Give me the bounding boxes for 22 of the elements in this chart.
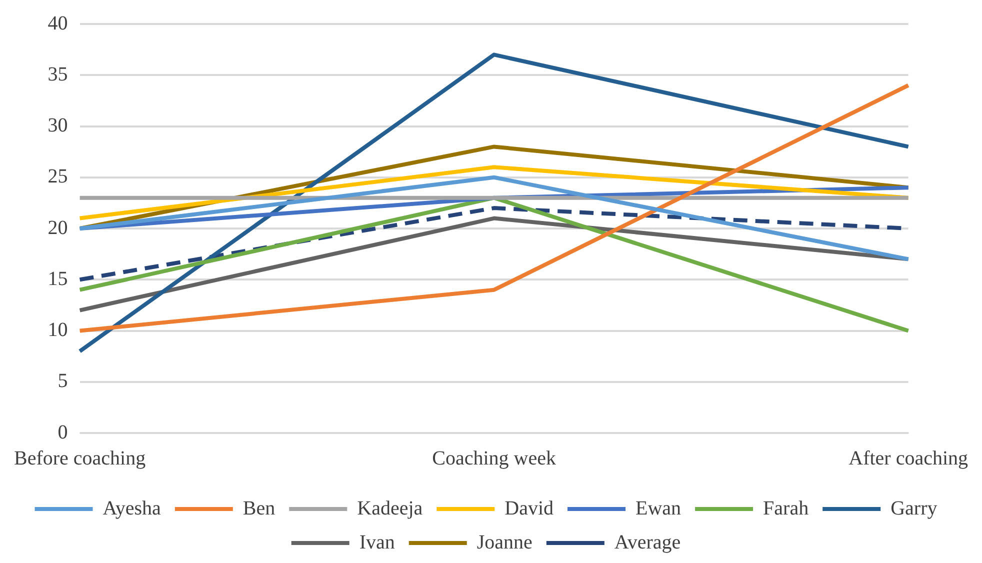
legend-label: Ben <box>242 497 276 520</box>
legend-label: Average <box>614 531 681 554</box>
y-tick-label: 35 <box>48 63 68 86</box>
y-tick-label: 0 <box>58 421 68 444</box>
x-tick-label: Coaching week <box>432 447 556 470</box>
legend-label: Garry <box>890 497 938 520</box>
y-tick-label: 5 <box>58 370 68 392</box>
legend-label: David <box>504 497 554 520</box>
x-tick-label: After coaching <box>848 447 968 470</box>
y-tick-label: 25 <box>48 166 68 188</box>
legend-label: Kadeeja <box>357 497 423 520</box>
x-tick-label: Before coaching <box>14 447 146 470</box>
y-tick-label: 10 <box>48 319 68 341</box>
legend-label: Joanne <box>476 531 533 554</box>
y-tick-label: 15 <box>48 268 68 290</box>
legend-label: Ewan <box>636 497 682 520</box>
legend-label: Farah <box>763 497 809 520</box>
y-tick-label: 30 <box>48 114 68 136</box>
legend-label: Ivan <box>359 531 395 554</box>
legend-label: Ayesha <box>102 497 162 520</box>
y-tick-label: 40 <box>48 12 68 34</box>
y-tick-label: 20 <box>48 216 68 239</box>
